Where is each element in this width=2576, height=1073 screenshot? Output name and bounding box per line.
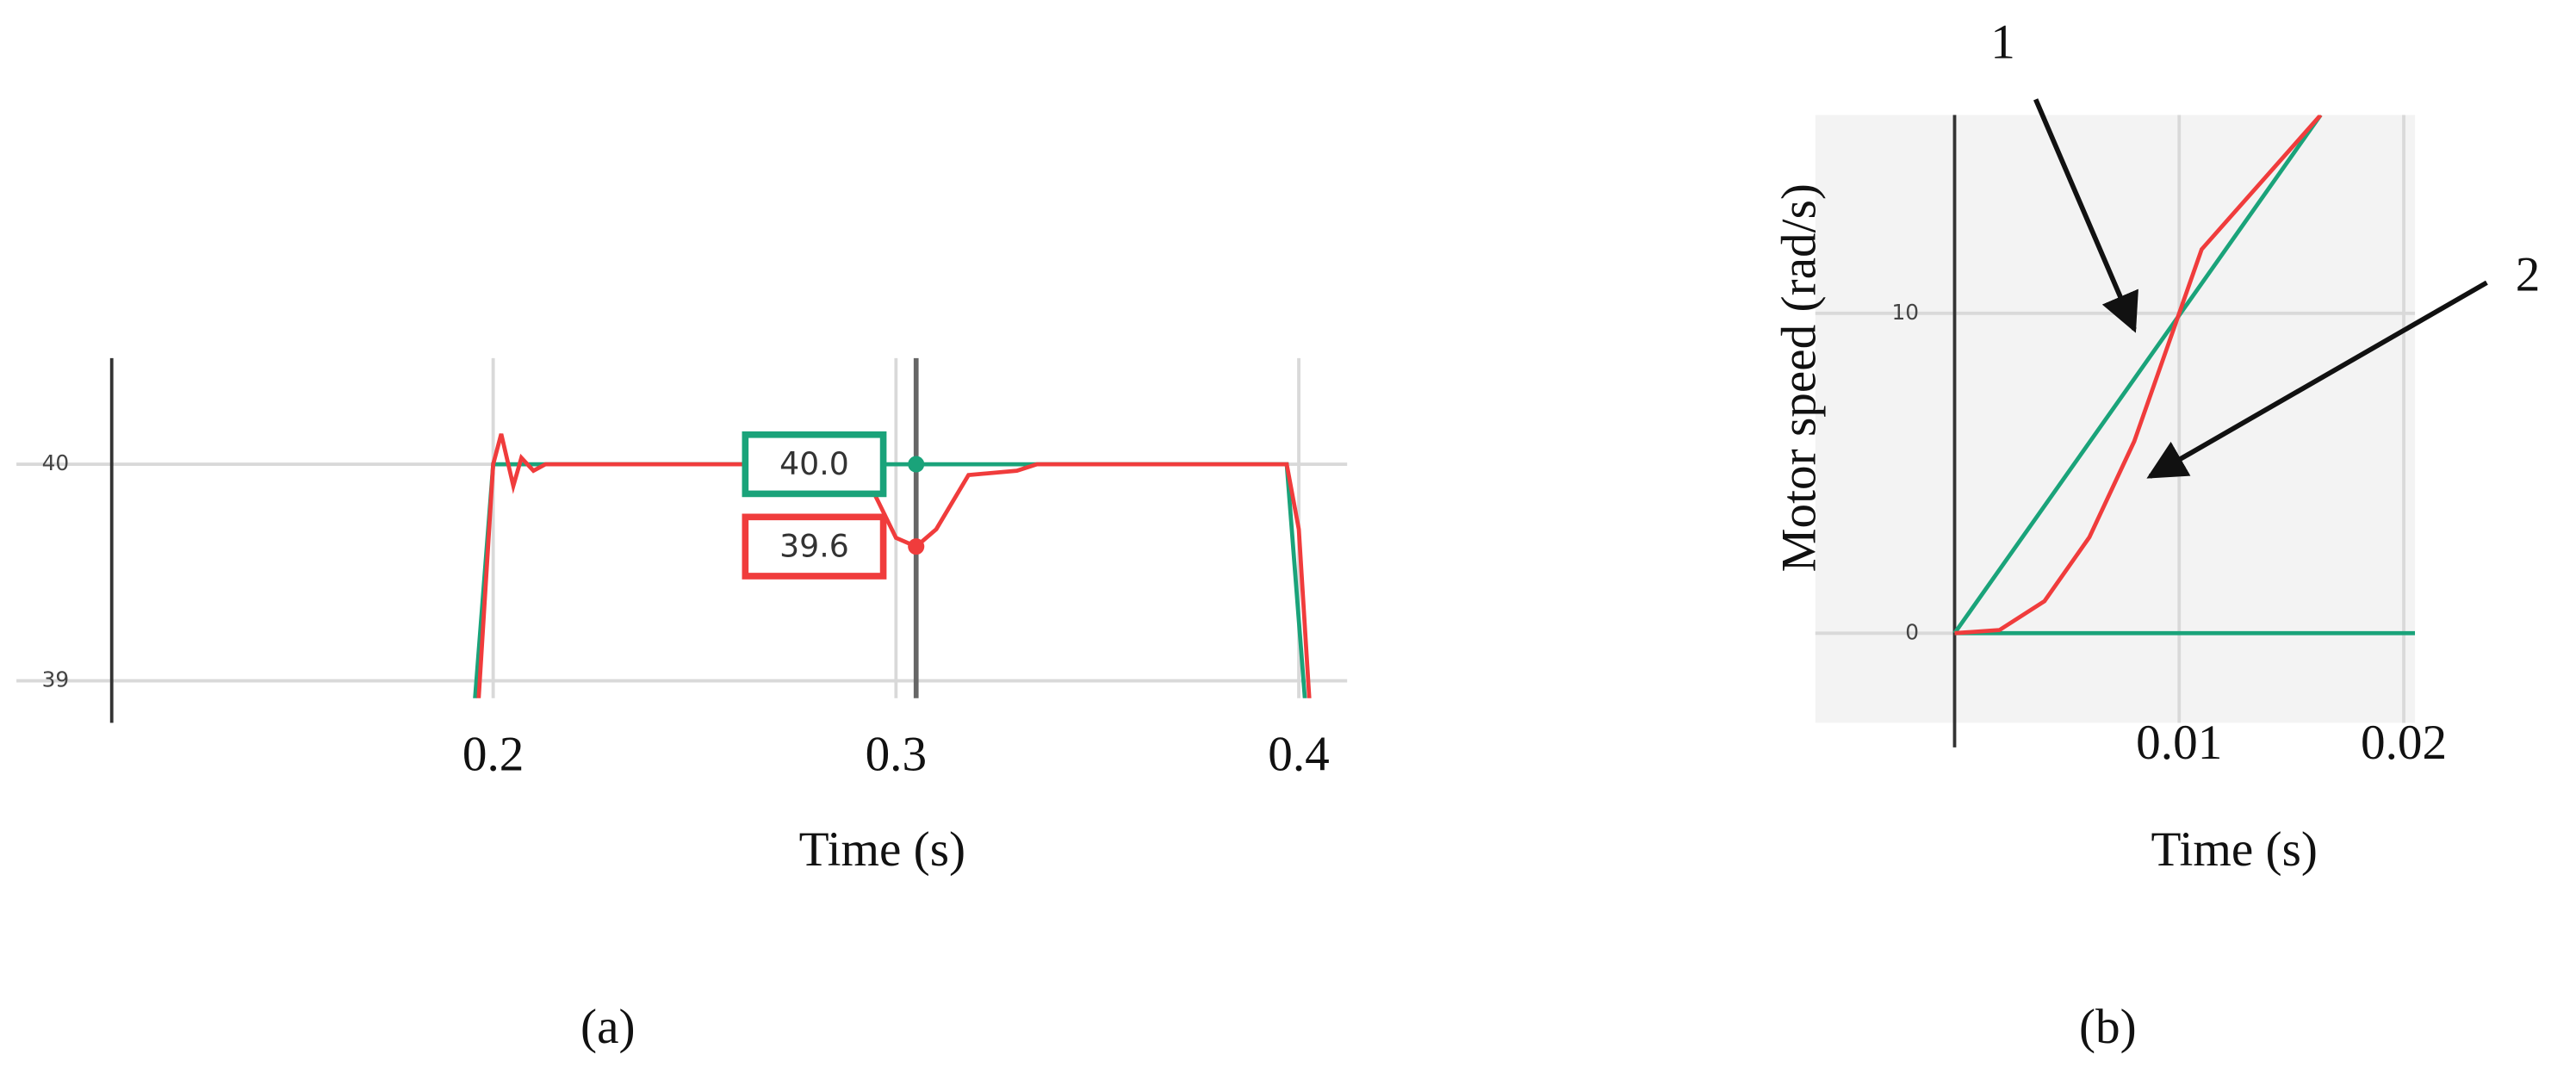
x-tick-label: 0.2 — [462, 727, 525, 781]
value-box-label: 40.0 — [779, 445, 849, 482]
value-box-label: 39.6 — [779, 528, 849, 565]
value-box — [742, 431, 887, 498]
value-box — [742, 513, 887, 580]
annotation-arrow — [2033, 98, 2138, 333]
y-tick-label: 10 — [1891, 300, 1919, 325]
data-line — [1954, 115, 2323, 636]
annotation-label: 2 — [2516, 248, 2541, 302]
data-line — [1952, 115, 2323, 635]
data-line — [473, 462, 1307, 698]
y-axis-label: Motor speed (rad/s) — [1772, 183, 1827, 572]
x-axis-label: Time (s) — [799, 822, 965, 877]
plot-background — [1815, 115, 2416, 723]
cursor-point — [908, 538, 925, 555]
cursor-point — [908, 456, 925, 473]
y-tick-label: 40 — [42, 450, 70, 475]
caption: (b) — [2079, 1000, 2137, 1054]
annotation-label: 1 — [1990, 15, 2015, 69]
x-tick-label: 0.4 — [1268, 727, 1330, 781]
plot-lines — [1952, 115, 2416, 636]
annotation-arrow — [2146, 280, 2488, 479]
y-tick-label: 0 — [1905, 619, 1919, 644]
x-axis-label: Time (s) — [2151, 822, 2318, 877]
x-tick-label: 0.01 — [2136, 716, 2222, 770]
caption: (a) — [580, 1000, 636, 1054]
x-tick-label: 0.02 — [2361, 716, 2447, 770]
y-tick-label: 39 — [42, 667, 70, 692]
x-tick-label: 0.3 — [866, 727, 928, 781]
